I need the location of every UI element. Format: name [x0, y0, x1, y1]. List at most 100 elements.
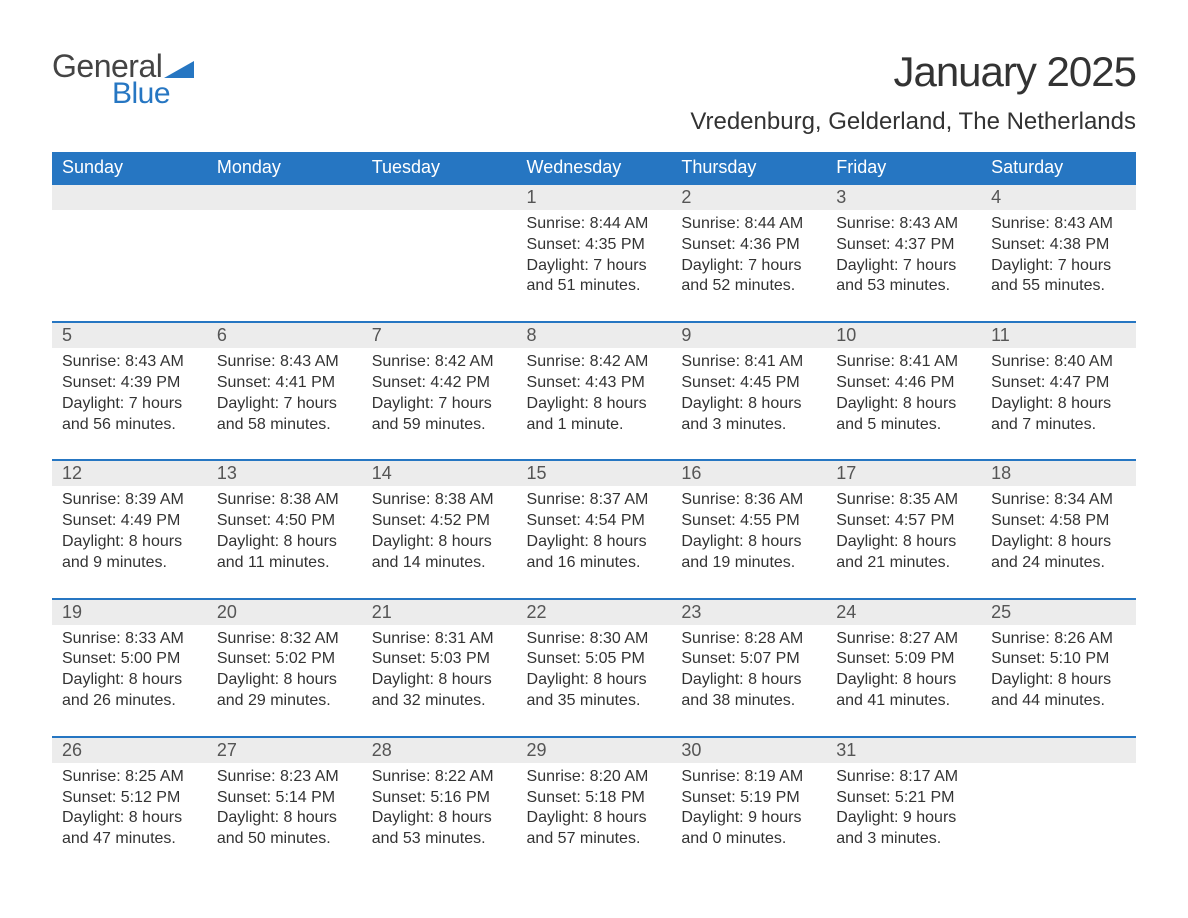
detail-line: Daylight: 8 hours	[681, 670, 816, 691]
day-detail: Sunrise: 8:28 AMSunset: 5:07 PMDaylight:…	[671, 625, 826, 737]
detail-line: and 38 minutes.	[681, 691, 816, 712]
detail-line: and 7 minutes.	[991, 415, 1126, 436]
detail-line: Sunset: 5:03 PM	[372, 649, 507, 670]
day-detail: Sunrise: 8:32 AMSunset: 5:02 PMDaylight:…	[207, 625, 362, 737]
detail-line: Sunset: 4:55 PM	[681, 511, 816, 532]
detail-line: and 56 minutes.	[62, 415, 197, 436]
detail-line: and 5 minutes.	[836, 415, 971, 436]
day-detail: Sunrise: 8:35 AMSunset: 4:57 PMDaylight:…	[826, 486, 981, 598]
detail-line: and 35 minutes.	[527, 691, 662, 712]
detail-line: Sunset: 4:36 PM	[681, 235, 816, 256]
detail-line: Daylight: 7 hours	[217, 394, 352, 415]
col-header: Saturday	[981, 152, 1136, 184]
detail-line: Sunrise: 8:30 AM	[527, 629, 662, 650]
day-number: 4	[981, 184, 1136, 210]
week-daynum-row: 12131415161718	[52, 460, 1136, 486]
detail-line: Daylight: 7 hours	[836, 256, 971, 277]
day-number: 16	[671, 460, 826, 486]
detail-line: and 44 minutes.	[991, 691, 1126, 712]
detail-line: Daylight: 8 hours	[62, 808, 197, 829]
detail-line: Sunrise: 8:19 AM	[681, 767, 816, 788]
day-detail: Sunrise: 8:44 AMSunset: 4:36 PMDaylight:…	[671, 210, 826, 322]
detail-line: Daylight: 8 hours	[217, 808, 352, 829]
detail-line: Daylight: 8 hours	[991, 532, 1126, 553]
day-detail: Sunrise: 8:30 AMSunset: 5:05 PMDaylight:…	[517, 625, 672, 737]
day-number: 31	[826, 737, 981, 763]
detail-line: Sunrise: 8:22 AM	[372, 767, 507, 788]
detail-line: Sunrise: 8:23 AM	[217, 767, 352, 788]
detail-line: Sunrise: 8:44 AM	[527, 214, 662, 235]
day-number: 7	[362, 322, 517, 348]
detail-line: Sunrise: 8:44 AM	[681, 214, 816, 235]
detail-line: Sunrise: 8:43 AM	[991, 214, 1126, 235]
day-number: 20	[207, 599, 362, 625]
col-header: Thursday	[671, 152, 826, 184]
detail-line: Sunrise: 8:28 AM	[681, 629, 816, 650]
detail-line: Sunrise: 8:31 AM	[372, 629, 507, 650]
detail-line: Sunset: 5:16 PM	[372, 788, 507, 809]
day-detail: Sunrise: 8:41 AMSunset: 4:46 PMDaylight:…	[826, 348, 981, 460]
day-detail: Sunrise: 8:23 AMSunset: 5:14 PMDaylight:…	[207, 763, 362, 874]
col-header: Wednesday	[517, 152, 672, 184]
detail-line: and 24 minutes.	[991, 553, 1126, 574]
header: General Blue January 2025 Vredenburg, Ge…	[52, 48, 1136, 136]
detail-line: and 1 minute.	[527, 415, 662, 436]
day-detail	[207, 210, 362, 322]
detail-line: Sunset: 4:42 PM	[372, 373, 507, 394]
day-detail: Sunrise: 8:42 AMSunset: 4:43 PMDaylight:…	[517, 348, 672, 460]
day-number: 6	[207, 322, 362, 348]
detail-line: Sunset: 5:07 PM	[681, 649, 816, 670]
detail-line: Sunset: 5:19 PM	[681, 788, 816, 809]
detail-line: and 9 minutes.	[62, 553, 197, 574]
col-header: Sunday	[52, 152, 207, 184]
week-daynum-row: 1234	[52, 184, 1136, 210]
detail-line: and 52 minutes.	[681, 276, 816, 297]
detail-line: Sunset: 4:45 PM	[681, 373, 816, 394]
detail-line: Daylight: 7 hours	[527, 256, 662, 277]
day-detail: Sunrise: 8:39 AMSunset: 4:49 PMDaylight:…	[52, 486, 207, 598]
detail-line: and 19 minutes.	[681, 553, 816, 574]
detail-line: Daylight: 8 hours	[372, 532, 507, 553]
day-number: 23	[671, 599, 826, 625]
calendar-body: 1234Sunrise: 8:44 AMSunset: 4:35 PMDayli…	[52, 184, 1136, 874]
day-number: 5	[52, 322, 207, 348]
day-detail: Sunrise: 8:43 AMSunset: 4:41 PMDaylight:…	[207, 348, 362, 460]
detail-line: Sunrise: 8:26 AM	[991, 629, 1126, 650]
detail-line: and 57 minutes.	[527, 829, 662, 850]
detail-line: Sunset: 5:02 PM	[217, 649, 352, 670]
detail-line: Sunset: 4:43 PM	[527, 373, 662, 394]
detail-line: Sunrise: 8:36 AM	[681, 490, 816, 511]
detail-line: Sunrise: 8:41 AM	[836, 352, 971, 373]
detail-line: Sunset: 4:52 PM	[372, 511, 507, 532]
detail-line: and 59 minutes.	[372, 415, 507, 436]
day-number	[52, 184, 207, 210]
detail-line: and 50 minutes.	[217, 829, 352, 850]
week-detail-row: Sunrise: 8:39 AMSunset: 4:49 PMDaylight:…	[52, 486, 1136, 598]
detail-line: and 21 minutes.	[836, 553, 971, 574]
detail-line: Sunrise: 8:25 AM	[62, 767, 197, 788]
detail-line: and 55 minutes.	[991, 276, 1126, 297]
detail-line: and 53 minutes.	[372, 829, 507, 850]
day-detail: Sunrise: 8:37 AMSunset: 4:54 PMDaylight:…	[517, 486, 672, 598]
day-number: 19	[52, 599, 207, 625]
day-number: 13	[207, 460, 362, 486]
day-detail: Sunrise: 8:43 AMSunset: 4:39 PMDaylight:…	[52, 348, 207, 460]
detail-line: Sunset: 4:35 PM	[527, 235, 662, 256]
day-number: 17	[826, 460, 981, 486]
detail-line: Daylight: 8 hours	[836, 670, 971, 691]
detail-line: Sunset: 5:05 PM	[527, 649, 662, 670]
location-subtitle: Vredenburg, Gelderland, The Netherlands	[690, 108, 1136, 136]
day-number: 12	[52, 460, 207, 486]
day-detail: Sunrise: 8:20 AMSunset: 5:18 PMDaylight:…	[517, 763, 672, 874]
col-header: Friday	[826, 152, 981, 184]
detail-line: Sunrise: 8:43 AM	[62, 352, 197, 373]
day-number	[207, 184, 362, 210]
detail-line: Daylight: 8 hours	[527, 808, 662, 829]
detail-line: Sunrise: 8:40 AM	[991, 352, 1126, 373]
calendar-header-row: Sunday Monday Tuesday Wednesday Thursday…	[52, 152, 1136, 184]
day-detail	[362, 210, 517, 322]
detail-line: Sunrise: 8:38 AM	[372, 490, 507, 511]
detail-line: Sunset: 5:21 PM	[836, 788, 971, 809]
detail-line: and 0 minutes.	[681, 829, 816, 850]
detail-line: Sunset: 4:37 PM	[836, 235, 971, 256]
